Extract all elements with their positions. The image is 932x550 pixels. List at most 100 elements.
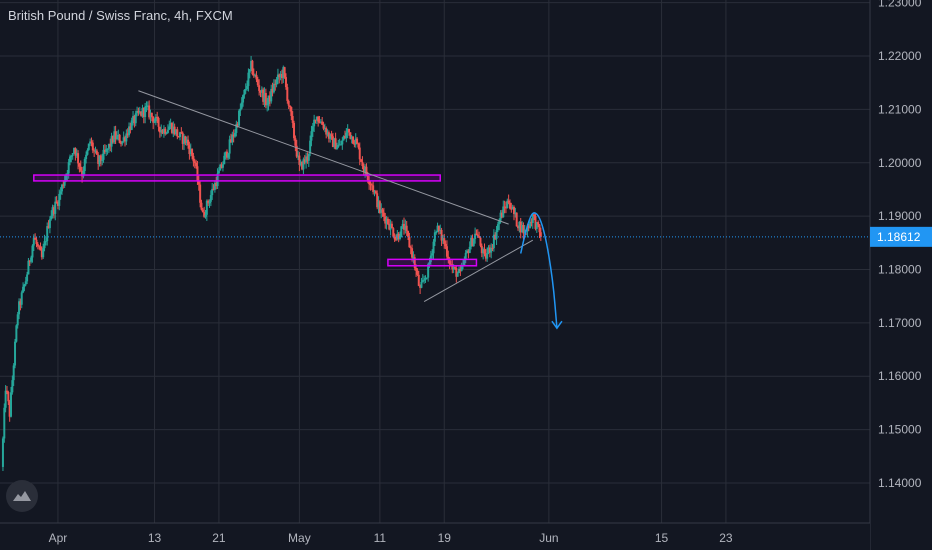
candle-body [262, 89, 265, 102]
candle-body [318, 121, 321, 123]
candle-body [142, 107, 145, 118]
candle-body [82, 171, 85, 177]
candle-body [343, 136, 346, 138]
candle-body [360, 159, 363, 162]
candle-body [12, 365, 15, 381]
time-tick-label: 21 [212, 531, 226, 545]
candle-body [478, 236, 481, 238]
candle-body [203, 212, 206, 217]
candle-body [431, 253, 434, 256]
candle-body [248, 69, 251, 73]
time-tick-label: May [288, 531, 311, 545]
candle-body [286, 87, 289, 101]
candle-body [185, 139, 188, 143]
candle-body [380, 209, 383, 213]
candle-body [424, 278, 427, 280]
candle-body [283, 67, 286, 78]
candle-body [59, 191, 62, 194]
candle-body [268, 95, 271, 102]
candle-body [34, 237, 37, 240]
candle-body [93, 150, 96, 152]
ascending-trendline[interactable] [423, 239, 534, 302]
candle-body [184, 136, 187, 143]
candle-body [463, 259, 466, 266]
candle-body [407, 230, 410, 237]
candle-body [207, 200, 210, 204]
candle-body [310, 131, 313, 141]
candle-body [216, 173, 219, 187]
candle-body [352, 136, 355, 144]
candle-body [224, 151, 227, 156]
candle-body [413, 257, 416, 269]
candle-body [311, 126, 314, 132]
candle-body [369, 184, 372, 186]
resistance-zone[interactable] [33, 174, 441, 182]
price-axis[interactable]: 1.23000 1.22000 1.21000 1.20000 1.19000 1.180… [869, 0, 932, 550]
candle-body [280, 73, 283, 79]
candle-body [258, 85, 261, 91]
candle-body [144, 106, 147, 118]
candle-body [374, 191, 377, 194]
time-axis[interactable]: Apr 13 21 May 11 19 Jun 15 23 [0, 522, 870, 550]
candle-body [150, 112, 153, 117]
candle-body [47, 226, 50, 229]
price-axis-pane[interactable] [870, 0, 932, 550]
time-tick-label: Apr [49, 531, 68, 545]
candle-body [411, 248, 414, 258]
projection-path[interactable] [519, 212, 558, 329]
tradingview-logo[interactable] [6, 480, 38, 512]
candle-body [458, 268, 461, 273]
price-tick-label: 1.23000 [878, 0, 922, 10]
candle-body [187, 139, 190, 146]
candle-body [444, 243, 447, 247]
descending-trendline[interactable] [138, 90, 509, 225]
candle-body [448, 259, 451, 265]
candle-body [504, 207, 507, 209]
candle-body [162, 128, 165, 134]
candle-body [287, 100, 290, 106]
candle-body [451, 264, 454, 270]
candle-body [48, 219, 51, 229]
candle-body [87, 143, 90, 150]
candle-body [136, 110, 139, 114]
candle-body [394, 239, 397, 241]
candle-body [519, 221, 522, 233]
time-axis-pane[interactable] [0, 523, 870, 550]
price-tick-label: 1.20000 [878, 156, 922, 170]
candle-body [60, 184, 63, 192]
candle-body [51, 207, 54, 216]
candle-body [331, 136, 334, 147]
candle-body [358, 147, 361, 160]
candle-body [397, 233, 400, 239]
candle-body [236, 123, 239, 126]
candle-body [403, 223, 406, 230]
candle-body [275, 79, 278, 85]
candle-body [1, 438, 4, 467]
candle-body [330, 134, 333, 137]
candle-body [420, 281, 423, 288]
candle-body [472, 238, 475, 246]
candle-body [517, 226, 520, 229]
candle-body [342, 136, 345, 141]
candle-body [146, 105, 149, 107]
candle-body [354, 138, 357, 145]
candle-body [349, 132, 352, 139]
candle-body [9, 392, 12, 417]
candle-body [412, 257, 415, 259]
candle-body [389, 223, 392, 230]
candle-body [392, 228, 395, 237]
projection-arrowhead [551, 320, 563, 330]
candle-body [153, 121, 156, 123]
support-zone[interactable] [387, 258, 478, 267]
candle-body [95, 150, 98, 155]
candle-body [215, 182, 218, 187]
candle-body [398, 237, 401, 239]
candle-body [54, 201, 57, 214]
candle-body [39, 246, 42, 251]
candle-body [152, 116, 155, 123]
candle-body [535, 222, 538, 229]
candle-body [508, 202, 511, 209]
candle-body [323, 128, 326, 130]
